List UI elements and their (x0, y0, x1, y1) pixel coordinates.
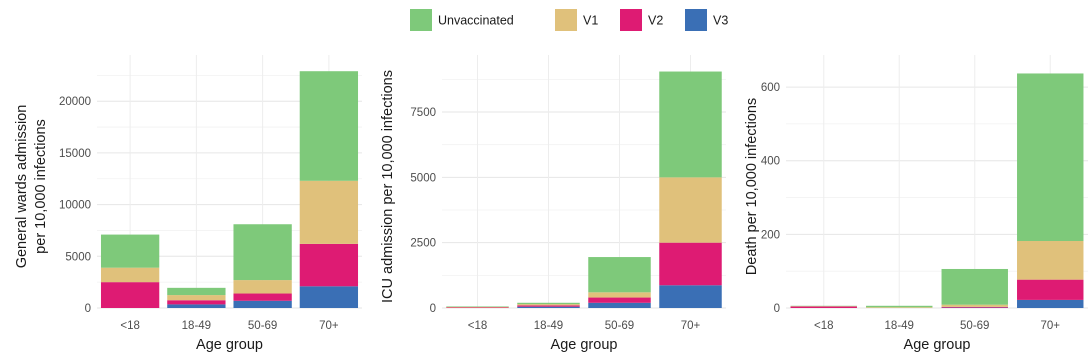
x-axis-title: Age group (904, 337, 971, 353)
bar-unvaccinated-70 (659, 71, 722, 178)
bar-unvaccinated-18-49 (167, 287, 226, 296)
bar-v2-70 (299, 243, 359, 287)
y-axis-title: ICU admission per 10,000 infections (380, 70, 396, 303)
legend-label-v1: V1 (583, 14, 598, 28)
legend-item-v2: V2 (620, 9, 663, 31)
x-tick-label: 70+ (319, 320, 339, 332)
y-tick-label: 0 (85, 303, 91, 315)
bar-v2-70 (1017, 279, 1084, 300)
y-tick-label: 2500 (410, 238, 436, 250)
bar-v2-18 (446, 307, 509, 308)
bar-v1-18-49 (517, 304, 580, 306)
y-tick-label: 200 (761, 229, 780, 241)
legend-item-unvaccinated: Unvaccinated (410, 9, 514, 31)
bars (446, 71, 722, 308)
legend-label-v3: V3 (713, 14, 728, 28)
bar-v3-50-69 (588, 302, 651, 308)
bar-v2-18 (100, 282, 160, 308)
x-tick-label: 50-69 (248, 320, 277, 332)
bar-v1-18-49 (167, 295, 226, 301)
bar-unvaccinated-50-69 (588, 257, 651, 293)
y-axis-title: per 10,000 infections (33, 119, 49, 254)
bar-v1-50-69 (941, 304, 1008, 307)
x-tick-label: <18 (120, 320, 140, 332)
legend-swatch-v1 (555, 9, 577, 31)
bar-v3-70 (299, 286, 359, 308)
bar-unvaccinated-18 (100, 234, 160, 268)
y-axis-ticks: 0 200 400 600 (761, 82, 780, 315)
bar-unvaccinated-70 (299, 71, 359, 181)
y-tick-label: 10000 (59, 200, 91, 212)
y-axis-ticks: 0 2500 5000 7500 (410, 107, 436, 315)
bar-v2-50-69 (233, 293, 292, 301)
bar-v2-18 (790, 306, 857, 308)
y-tick-label: 20000 (59, 96, 91, 108)
x-tick-label: 50-69 (605, 320, 634, 332)
y-axis-title: Death per 10,000 infections (744, 98, 760, 275)
x-tick-label: 50-69 (960, 320, 989, 332)
y-tick-label: 5000 (410, 172, 436, 184)
bar-v2-18-49 (517, 305, 580, 307)
bar-v1-50-69 (233, 280, 292, 294)
x-tick-label: 18-49 (182, 320, 211, 332)
chart-general-wards: 0 5000 10000 15000 20000 <18 18-49 50-69 70+ Age … (14, 55, 362, 353)
y-tick-label: 600 (761, 82, 780, 94)
x-tick-label: 70+ (1040, 320, 1060, 332)
x-axis-ticks: <18 18-49 50-69 70+ (814, 320, 1060, 332)
legend-swatch-unvaccinated (410, 9, 432, 31)
bar-v1-18-49 (866, 307, 933, 308)
bar-unvaccinated-18-49 (517, 302, 580, 305)
x-tick-label: 70+ (681, 320, 701, 332)
legend-swatch-v2 (620, 9, 642, 31)
bar-v3-70 (659, 285, 722, 308)
bars (790, 73, 1084, 308)
y-tick-label: 0 (430, 303, 436, 315)
bar-v1-70 (1017, 240, 1084, 280)
bar-v1-18 (100, 267, 160, 283)
chart-icu-admission: 0 2500 5000 7500 <18 18-49 50-69 70+ Age group IC… (380, 55, 726, 353)
legend-label-unvaccinated: Unvaccinated (438, 14, 514, 28)
bar-v1-50-69 (588, 292, 651, 298)
x-tick-label: 18-49 (534, 320, 563, 332)
bar-v1-70 (299, 180, 359, 244)
legend-item-v3: V3 (685, 9, 728, 31)
y-tick-label: 7500 (410, 107, 436, 119)
chart-death: 0 200 400 600 <18 18-49 50-69 70+ Age group Death… (744, 55, 1088, 353)
bar-unvaccinated-18-49 (866, 305, 933, 308)
y-tick-label: 15000 (59, 148, 91, 160)
bar-v1-18 (446, 306, 509, 308)
y-tick-label: 400 (761, 156, 780, 168)
x-axis-title: Age group (551, 337, 618, 353)
y-tick-label: 5000 (65, 251, 91, 263)
x-tick-label: 18-49 (885, 320, 914, 332)
y-axis-ticks: 0 5000 10000 15000 20000 (59, 96, 91, 315)
x-axis-title: Age group (196, 337, 263, 353)
bar-v3-50-69 (233, 300, 292, 308)
legend-swatch-v3 (685, 9, 707, 31)
bar-v2-70 (659, 242, 722, 286)
bar-v3-18-49 (167, 304, 226, 308)
y-tick-label: 0 (774, 303, 780, 315)
legend-item-v1: V1 (555, 9, 598, 31)
x-tick-label: <18 (468, 320, 488, 332)
bar-v2-18-49 (167, 300, 226, 305)
bar-v2-50-69 (941, 306, 1008, 308)
x-axis-ticks: <18 18-49 50-69 70+ (120, 320, 339, 332)
bar-unvaccinated-18 (446, 306, 509, 307)
x-tick-label: <18 (814, 320, 834, 332)
bar-v3-18-49 (517, 306, 580, 308)
y-axis-title: General wards admission (14, 105, 30, 269)
bar-v1-70 (659, 177, 722, 243)
bar-v2-50-69 (588, 297, 651, 303)
legend: Unvaccinated V1 V2 V3 (410, 9, 728, 31)
bars (100, 71, 359, 308)
x-axis-ticks: <18 18-49 50-69 70+ (468, 320, 701, 332)
legend-label-v2: V2 (648, 14, 663, 28)
bar-v3-70 (1017, 299, 1084, 308)
bar-unvaccinated-70 (1017, 73, 1084, 241)
bar-unvaccinated-50-69 (233, 224, 292, 281)
bar-unvaccinated-50-69 (941, 268, 1008, 305)
